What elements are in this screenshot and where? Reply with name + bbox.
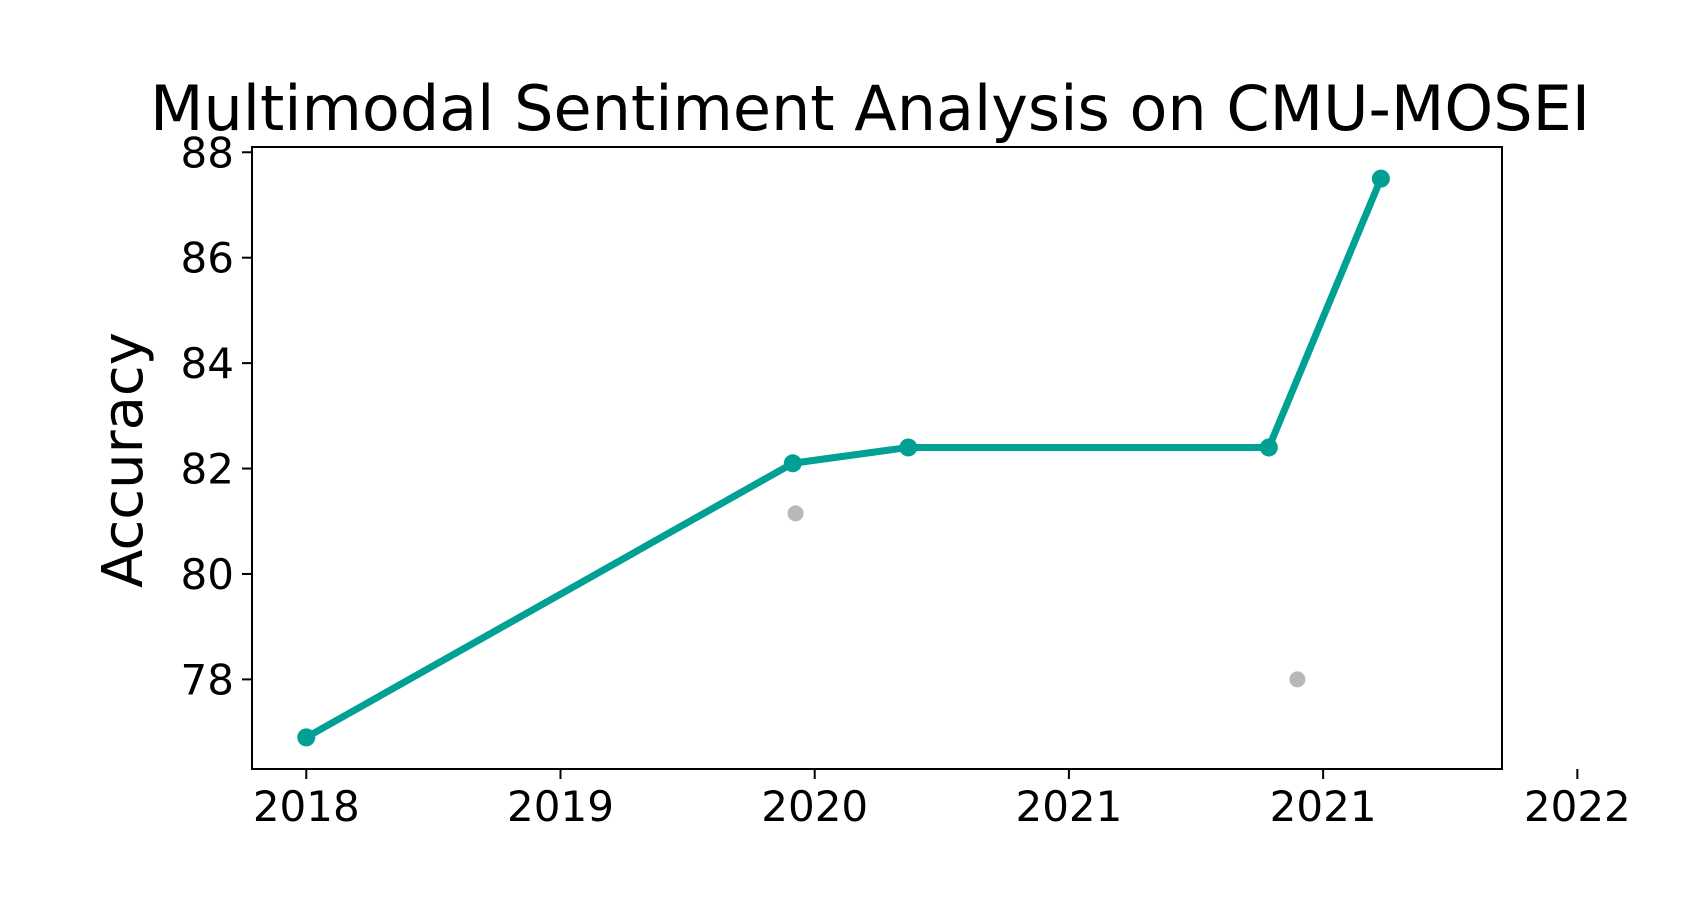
y-tick-label: 82	[181, 445, 234, 494]
x-tick-label: 2018	[253, 782, 360, 831]
x-tick-label: 2021	[1270, 782, 1377, 831]
x-tick-label: 2020	[761, 782, 868, 831]
sota-point	[783, 454, 802, 473]
other-method-point	[1289, 671, 1306, 688]
y-tick-label: 84	[181, 339, 234, 388]
x-tick-label: 2021	[1015, 782, 1122, 831]
y-tick-label: 88	[181, 128, 234, 177]
sota-point	[1259, 438, 1278, 457]
sota-line	[302, 175, 1385, 741]
sota-point	[899, 438, 918, 457]
sota-point	[297, 728, 316, 747]
plot-area-frame	[251, 146, 1503, 770]
chart-title: Multimodal Sentiment Analysis on CMU-MOS…	[150, 72, 1590, 145]
x-tick-label: 2022	[1524, 782, 1631, 831]
y-tick-label: 78	[181, 655, 234, 704]
x-tick-label: 2019	[507, 782, 614, 831]
y-axis-label: Accuracy	[91, 332, 156, 588]
sota-point	[1371, 169, 1390, 188]
other-method-point	[787, 505, 804, 522]
y-tick-label: 86	[181, 234, 234, 283]
y-tick-label: 80	[181, 550, 234, 599]
